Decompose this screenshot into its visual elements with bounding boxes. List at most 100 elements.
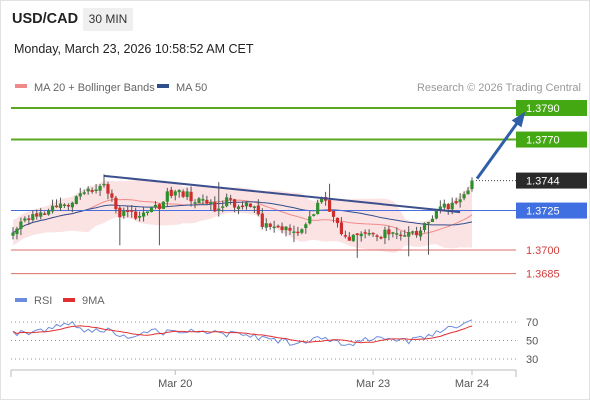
candle-body-78: [320, 198, 324, 203]
candle-body-10: [50, 205, 55, 212]
candle-body-116: [470, 180, 474, 190]
candle-body-15: [70, 202, 74, 208]
candle-body-99: [403, 235, 407, 237]
downtrend-line: [103, 174, 461, 214]
symbol-label: USD/CAD: [12, 11, 79, 27]
candle-body-104: [422, 223, 427, 230]
candle-body-41: [173, 191, 177, 196]
candle-body-58: [240, 205, 245, 208]
candle-body-39: [165, 191, 169, 202]
rsi-tick-1: 50: [526, 336, 538, 348]
candle-body-97: [395, 233, 399, 235]
candle-body-34: [145, 211, 150, 213]
level-label-0: 1.3790: [526, 103, 560, 115]
candle-body-60: [248, 203, 253, 207]
candle-body-7: [39, 212, 43, 217]
candle-body-91: [371, 232, 375, 235]
candle-body-23: [102, 183, 106, 186]
candle-body-16: [74, 196, 78, 204]
candle-body-4: [27, 218, 31, 220]
level-label-1: 1.3770: [526, 135, 560, 147]
candle-body-46: [193, 202, 197, 204]
candle-body-110: [446, 204, 450, 210]
candle-body-17: [78, 193, 82, 197]
candle-body-26: [114, 197, 118, 210]
candle-body-38: [161, 201, 165, 209]
credit-label: Research © 2026 Trading Central: [417, 82, 581, 94]
candle-body-112: [454, 201, 458, 204]
candle-body-107: [434, 209, 438, 219]
candle-body-6: [35, 213, 39, 217]
candle-body-12: [58, 203, 63, 208]
candle-body-70: [288, 227, 292, 231]
candle-body-54: [225, 197, 229, 207]
candle-body-114: [462, 194, 466, 199]
candle-body-63: [260, 213, 264, 227]
candle-body-19: [86, 188, 90, 192]
rsi-ma-line: [12, 325, 473, 344]
candle-body-25: [110, 193, 114, 198]
x-tick-label-2: Mar 24: [455, 378, 489, 390]
candle-body-75: [308, 216, 312, 224]
candle-body-33: [141, 212, 146, 217]
candle-body-68: [280, 226, 284, 231]
level-label-3: 1.3725: [526, 206, 560, 218]
candle-body-69: [284, 226, 288, 231]
rsi-tick-2: 30: [526, 354, 538, 366]
candle-body-13: [62, 204, 67, 206]
candle-body-103: [418, 230, 423, 237]
candle-body-42: [177, 190, 181, 193]
candle-body-102: [415, 231, 419, 236]
candle-body-108: [438, 206, 442, 212]
candle-body-72: [296, 231, 300, 234]
rsi-line: [12, 319, 473, 347]
candle-body-24: [106, 184, 110, 194]
candle-body-65: [268, 223, 272, 227]
legend-label-0: MA 20 + Bollinger Bands: [34, 82, 155, 94]
candle-body-2: [19, 221, 23, 229]
candle-body-20: [90, 189, 94, 192]
candle-body-5: [31, 214, 35, 221]
timestamp: Monday, March 23, 2026 10:58:52 AM CET: [14, 42, 254, 56]
candle-body-36: [153, 204, 158, 208]
candle-body-73: [300, 229, 304, 233]
projection-arrow-head: [511, 111, 526, 128]
candle-body-80: [327, 200, 332, 212]
candle-body-96: [391, 232, 395, 234]
candle-body-52: [217, 208, 221, 211]
candle-body-81: [331, 210, 336, 217]
candle-body-74: [304, 224, 308, 229]
candle-body-57: [236, 206, 241, 210]
candle-body-89: [363, 232, 367, 234]
candle-body-94: [383, 229, 387, 239]
candle-body-105: [426, 221, 431, 224]
rsi-legend-label-0: RSI: [34, 295, 52, 307]
level-label-5: 1.3685: [526, 269, 560, 281]
candle-body-56: [232, 199, 237, 208]
candle-body-85: [347, 236, 351, 241]
candle-body-11: [54, 205, 59, 208]
rsi-legend-swatch-0: [15, 298, 27, 302]
timeframe-badge[interactable]: 30 MIN: [83, 8, 133, 31]
candle-body-76: [312, 214, 316, 216]
projection-arrow-shaft: [475, 113, 525, 180]
candle-body-48: [201, 199, 205, 201]
candle-body-8: [43, 213, 47, 215]
legend-swatch-1: [157, 84, 169, 88]
candle-body-0: [11, 232, 15, 236]
candle-body-71: [292, 231, 296, 233]
candle-body-106: [430, 218, 435, 222]
candle-body-45: [189, 191, 193, 202]
level-label-2: 1.3744: [526, 176, 560, 188]
candle-body-27: [118, 207, 122, 218]
candle-body-98: [399, 234, 403, 237]
candle-body-22: [98, 185, 102, 191]
candle-body-53: [221, 206, 225, 208]
candle-body-90: [367, 232, 371, 235]
candle-body-44: [185, 191, 189, 197]
candle-body-101: [411, 231, 415, 233]
x-tick-label-1: Mar 23: [356, 378, 390, 390]
candle-body-31: [134, 211, 138, 219]
candle-body-95: [387, 229, 391, 235]
candle-body-43: [181, 191, 185, 197]
